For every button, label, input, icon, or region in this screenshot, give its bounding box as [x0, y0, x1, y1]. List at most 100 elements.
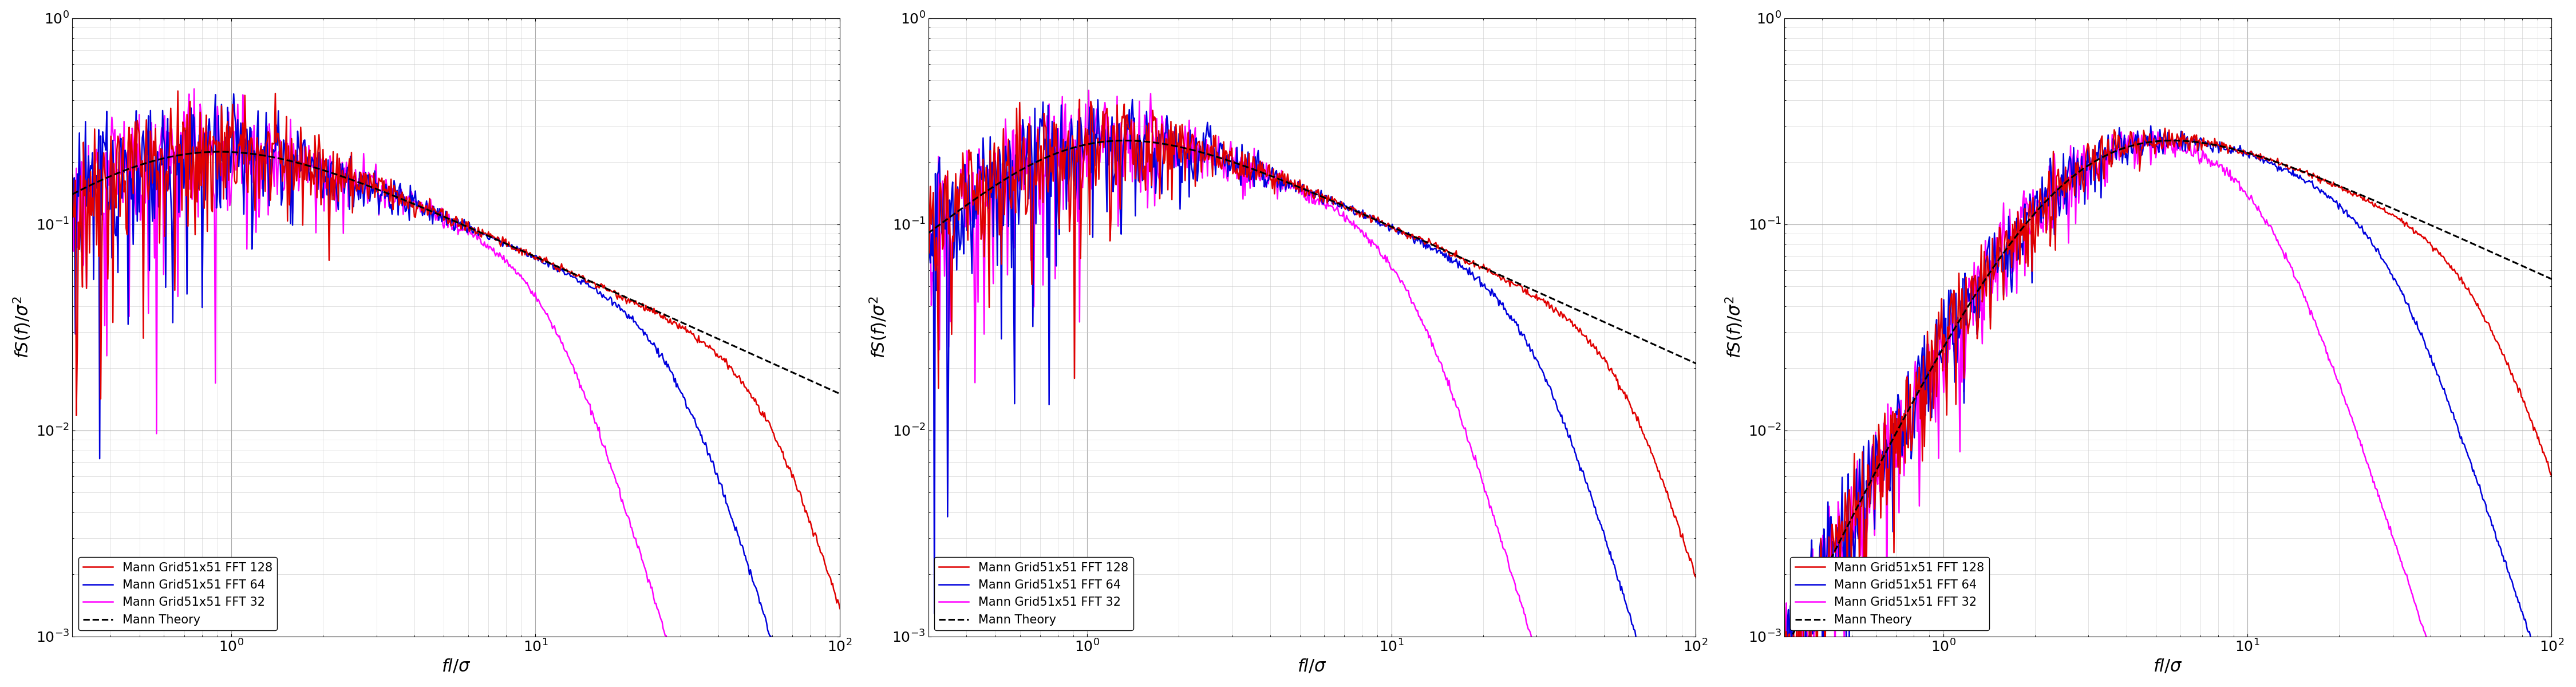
Mann Grid51x51 FFT 128	[2236, 148, 2267, 156]
Mann Grid51x51 FFT 128	[2161, 136, 2192, 144]
Mann Theory	[232, 149, 263, 157]
Line: Mann Grid51x51 FFT 128: Mann Grid51x51 FFT 128	[920, 100, 1703, 595]
Mann Grid51x51 FFT 64	[1839, 526, 1870, 534]
Mann Grid51x51 FFT 32	[641, 599, 672, 607]
Mann Grid51x51 FFT 32	[451, 223, 482, 232]
Mann Grid51x51 FFT 64	[1347, 206, 1378, 214]
Line: Mann Grid51x51 FFT 128: Mann Grid51x51 FFT 128	[64, 91, 845, 629]
Mann Grid51x51 FFT 64	[1164, 130, 1195, 138]
Line: Mann Grid51x51 FFT 128: Mann Grid51x51 FFT 128	[1777, 128, 2558, 687]
Mann Grid51x51 FFT 64	[2159, 135, 2190, 144]
X-axis label: $fl/\sigma$: $fl/\sigma$	[2154, 658, 2182, 675]
Mann Grid51x51 FFT 64	[1945, 329, 1976, 337]
Mann Theory	[1087, 137, 1118, 146]
Legend: Mann Grid51x51 FFT 128, Mann Grid51x51 FFT 64, Mann Grid51x51 FFT 32, Mann Theor: Mann Grid51x51 FFT 128, Mann Grid51x51 F…	[935, 557, 1133, 631]
Line: Mann Grid51x51 FFT 64: Mann Grid51x51 FFT 64	[64, 94, 835, 687]
Mann Grid51x51 FFT 32	[2081, 174, 2112, 183]
Mann Grid51x51 FFT 64	[1195, 133, 1226, 141]
Mann Grid51x51 FFT 128	[1378, 223, 1409, 231]
Mann Theory	[49, 194, 80, 203]
Line: Mann Grid51x51 FFT 64: Mann Grid51x51 FFT 64	[920, 100, 1698, 687]
Mann Grid51x51 FFT 128	[523, 255, 554, 263]
Mann Theory	[1064, 142, 1095, 150]
Mann Grid51x51 FFT 32	[2414, 639, 2445, 647]
Mann Grid51x51 FFT 128	[85, 395, 116, 403]
Mann Grid51x51 FFT 128	[1947, 302, 1978, 311]
Mann Grid51x51 FFT 64	[757, 639, 788, 647]
Mann Grid51x51 FFT 64	[2154, 139, 2184, 148]
Mann Theory	[1303, 191, 1334, 199]
Mann Grid51x51 FFT 32	[1046, 93, 1077, 101]
Mann Grid51x51 FFT 32	[1440, 402, 1471, 410]
Mann Theory	[829, 392, 860, 401]
Mann Grid51x51 FFT 64	[1406, 237, 1437, 245]
Mann Theory	[2156, 137, 2187, 145]
Y-axis label: $fS(f)/\sigma^2$: $fS(f)/\sigma^2$	[1723, 296, 1744, 359]
Mann Theory	[2246, 153, 2277, 161]
Line: Mann Grid51x51 FFT 32: Mann Grid51x51 FFT 32	[920, 90, 1592, 687]
Mann Grid51x51 FFT 64	[219, 90, 250, 98]
Mann Theory	[1942, 317, 1973, 326]
Mann Grid51x51 FFT 32	[152, 128, 183, 137]
Mann Grid51x51 FFT 64	[2246, 153, 2277, 161]
Mann Theory	[2159, 137, 2190, 145]
Mann Grid51x51 FFT 32	[1394, 293, 1425, 302]
Mann Grid51x51 FFT 128	[1674, 554, 1705, 563]
Mann Theory	[1762, 664, 1793, 672]
Mann Theory	[1110, 137, 1141, 145]
Mann Grid51x51 FFT 128	[1687, 591, 1718, 599]
Mann Grid51x51 FFT 128	[1036, 144, 1066, 152]
Line: Mann Theory: Mann Theory	[1777, 141, 2558, 668]
Mann Theory	[2543, 278, 2573, 286]
Mann Theory	[211, 148, 242, 156]
Legend: Mann Grid51x51 FFT 128, Mann Grid51x51 FFT 64, Mann Grid51x51 FFT 32, Mann Theor: Mann Grid51x51 FFT 128, Mann Grid51x51 F…	[1790, 557, 1989, 631]
Mann Grid51x51 FFT 128	[162, 87, 193, 95]
Mann Grid51x51 FFT 64	[603, 300, 634, 308]
Mann Theory	[1687, 362, 1718, 370]
Mann Grid51x51 FFT 64	[943, 225, 974, 233]
Mann Grid51x51 FFT 128	[2543, 488, 2573, 497]
Mann Grid51x51 FFT 64	[1092, 122, 1123, 131]
Mann Theory	[1922, 355, 1953, 363]
Mann Grid51x51 FFT 32	[2138, 128, 2169, 136]
X-axis label: $fl/\sigma$: $fl/\sigma$	[440, 658, 471, 675]
Mann Grid51x51 FFT 32	[1507, 604, 1538, 612]
Mann Grid51x51 FFT 128	[49, 202, 80, 210]
Mann Grid51x51 FFT 32	[178, 85, 209, 93]
Mann Grid51x51 FFT 64	[904, 196, 935, 205]
Mann Theory	[2151, 137, 2182, 145]
Mann Grid51x51 FFT 64	[116, 162, 147, 170]
Mann Theory	[440, 218, 471, 226]
X-axis label: $fl/\sigma$: $fl/\sigma$	[1298, 658, 1327, 675]
Mann Grid51x51 FFT 128	[904, 320, 935, 328]
Mann Grid51x51 FFT 64	[582, 290, 613, 298]
Mann Theory	[533, 259, 564, 267]
Mann Grid51x51 FFT 64	[1762, 629, 1793, 637]
Mann Grid51x51 FFT 128	[1798, 556, 1829, 564]
Mann Grid51x51 FFT 128	[2148, 124, 2179, 133]
Line: Mann Grid51x51 FFT 32: Mann Grid51x51 FFT 32	[64, 89, 729, 687]
Mann Grid51x51 FFT 64	[1922, 349, 1953, 357]
Line: Mann Grid51x51 FFT 64: Mann Grid51x51 FFT 64	[1777, 126, 2558, 687]
Mann Grid51x51 FFT 64	[1118, 95, 1149, 104]
Mann Grid51x51 FFT 32	[379, 197, 410, 205]
Mann Grid51x51 FFT 32	[2164, 146, 2195, 155]
Mann Grid51x51 FFT 32	[2354, 471, 2385, 480]
Mann Theory	[1391, 229, 1422, 237]
Mann Theory	[1839, 508, 1870, 517]
Mann Grid51x51 FFT 128	[1092, 104, 1123, 113]
Y-axis label: $fS(f)/\sigma^2$: $fS(f)/\sigma^2$	[868, 296, 889, 359]
Mann Grid51x51 FFT 32	[1334, 218, 1365, 227]
Mann Theory	[984, 179, 1015, 188]
Mann Grid51x51 FFT 128	[1762, 684, 1793, 687]
Y-axis label: $fS(f)/\sigma^2$: $fS(f)/\sigma^2$	[13, 296, 33, 359]
Mann Grid51x51 FFT 128	[819, 588, 850, 596]
Line: Mann Theory: Mann Theory	[920, 141, 1703, 366]
Mann Grid51x51 FFT 128	[1064, 95, 1095, 104]
Mann Grid51x51 FFT 128	[1303, 190, 1334, 199]
Line: Mann Theory: Mann Theory	[64, 152, 845, 396]
Mann Grid51x51 FFT 128	[2532, 458, 2563, 466]
Mann Theory	[446, 221, 477, 229]
Mann Grid51x51 FFT 128	[234, 134, 265, 142]
Mann Grid51x51 FFT 128	[448, 221, 479, 229]
